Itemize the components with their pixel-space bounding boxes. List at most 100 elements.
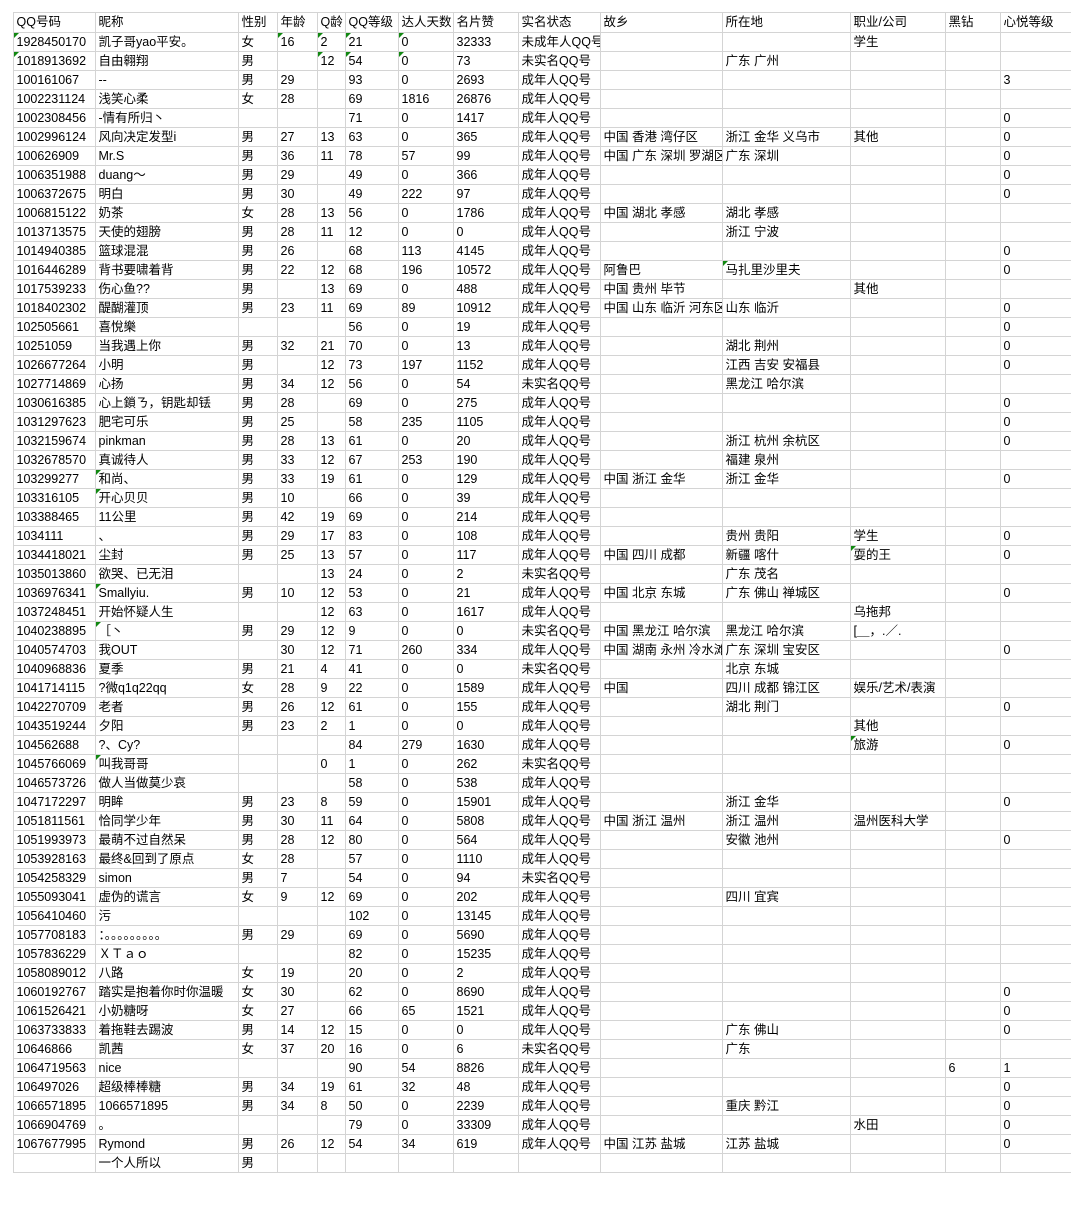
- cell-expert_days[interactable]: 279: [397, 735, 454, 755]
- cell-hometown[interactable]: 中国 贵州 毕节: [599, 279, 723, 299]
- cell-hometown[interactable]: [599, 32, 723, 52]
- cell-qq_level[interactable]: 83: [344, 526, 399, 546]
- cell-gender[interactable]: [237, 108, 278, 128]
- cell-nick[interactable]: 醍醐灌顶: [94, 298, 239, 318]
- cell-expert_days[interactable]: 0: [397, 108, 454, 128]
- table-row[interactable]: 1045766069 叫我哥哥 0 1 0 262 未实名QQ号: [0, 754, 1071, 774]
- cell-qq[interactable]: 1043519244: [12, 716, 96, 736]
- table-row[interactable]: 1053928163 最终&回到了原点女 28 57 0 1110 成年人QQ号: [0, 849, 1071, 869]
- cell-realname[interactable]: 成年人QQ号: [517, 298, 601, 318]
- cell-age[interactable]: 23: [276, 298, 318, 318]
- cell-nick[interactable]: 夕阳: [94, 716, 239, 736]
- cell-job[interactable]: [849, 1039, 946, 1059]
- cell-expert_days[interactable]: 0: [397, 849, 454, 869]
- cell-job[interactable]: [849, 754, 946, 774]
- cell-expert_days[interactable]: 0: [397, 469, 454, 489]
- cell-job[interactable]: [849, 1134, 946, 1154]
- cell-nick[interactable]: 做人当做莫少哀: [94, 773, 239, 793]
- cell-expert_days[interactable]: 0: [397, 906, 454, 926]
- cell-age[interactable]: 29: [276, 526, 318, 546]
- cell-location[interactable]: [721, 32, 851, 52]
- cell-qq_age[interactable]: 12: [316, 1134, 346, 1154]
- cell-black_diamond[interactable]: [944, 431, 1001, 451]
- cell-expert_days[interactable]: 0: [397, 127, 454, 147]
- cell-xinyue[interactable]: 0: [999, 526, 1071, 546]
- cell-location[interactable]: 贵州 贵阳: [721, 526, 851, 546]
- cell-job[interactable]: 乌拖邦: [849, 602, 946, 622]
- cell-card_likes[interactable]: 8826: [452, 1058, 519, 1078]
- cell-qq_level[interactable]: 57: [344, 849, 399, 869]
- cell-xinyue[interactable]: 0: [999, 412, 1071, 432]
- cell-xinyue[interactable]: 0: [999, 1134, 1071, 1154]
- cell-card_likes[interactable]: 6: [452, 1039, 519, 1059]
- cell-qq_level[interactable]: 71: [344, 108, 399, 128]
- cell-job[interactable]: [849, 374, 946, 394]
- cell-qq[interactable]: 1063733833: [12, 1020, 96, 1040]
- column-header-nick[interactable]: 昵称: [94, 12, 239, 33]
- cell-age[interactable]: 30: [276, 811, 318, 831]
- cell-card_likes[interactable]: 190: [452, 450, 519, 470]
- cell-realname[interactable]: 成年人QQ号: [517, 222, 601, 242]
- cell-hometown[interactable]: 中国 黑龙江 哈尔滨: [599, 621, 723, 641]
- cell-nick[interactable]: 1066571895: [94, 1096, 239, 1116]
- table-row[interactable]: 106497026 超级棒棒糖男 34 19 61 32 48 成年人QQ号 0: [0, 1077, 1071, 1097]
- cell-realname[interactable]: 成年人QQ号: [517, 906, 601, 926]
- cell-realname[interactable]: 成年人QQ号: [517, 640, 601, 660]
- cell-job[interactable]: [849, 906, 946, 926]
- cell-nick[interactable]: ?、Cy?: [94, 735, 239, 755]
- cell-black_diamond[interactable]: [944, 887, 1001, 907]
- cell-expert_days[interactable]: 196: [397, 260, 454, 280]
- cell-qq_level[interactable]: 21: [344, 32, 399, 52]
- cell-age[interactable]: [276, 1153, 318, 1173]
- cell-job[interactable]: [849, 982, 946, 1002]
- cell-qq[interactable]: 1051993973: [12, 830, 96, 850]
- cell-location[interactable]: 黑龙江 哈尔滨: [721, 621, 851, 641]
- cell-card_likes[interactable]: 1417: [452, 108, 519, 128]
- cell-qq[interactable]: 1002308456: [12, 108, 96, 128]
- cell-age[interactable]: 30: [276, 184, 318, 204]
- cell-nick[interactable]: 凯茜: [94, 1039, 239, 1059]
- cell-qq_level[interactable]: 90: [344, 1058, 399, 1078]
- cell-job[interactable]: [849, 298, 946, 318]
- cell-age[interactable]: 23: [276, 792, 318, 812]
- cell-qq_age[interactable]: [316, 1058, 346, 1078]
- cell-gender[interactable]: 女: [237, 963, 278, 983]
- cell-location[interactable]: 广东 佛山: [721, 1020, 851, 1040]
- cell-xinyue[interactable]: [999, 602, 1071, 622]
- cell-expert_days[interactable]: 0: [397, 621, 454, 641]
- cell-age[interactable]: [276, 1058, 318, 1078]
- cell-qq_level[interactable]: 69: [344, 507, 399, 527]
- table-row[interactable]: 1027714869 心扬男 34 12 56 0 54 未实名QQ号 黑龙江 哈尔滨: [0, 374, 1071, 394]
- cell-qq_level[interactable]: 84: [344, 735, 399, 755]
- cell-age[interactable]: [276, 1115, 318, 1135]
- column-header-qq[interactable]: QQ号码: [12, 12, 96, 33]
- cell-job[interactable]: [849, 241, 946, 261]
- cell-expert_days[interactable]: 0: [397, 1039, 454, 1059]
- cell-qq_age[interactable]: 13: [316, 127, 346, 147]
- cell-gender[interactable]: [237, 602, 278, 622]
- cell-xinyue[interactable]: [999, 51, 1071, 71]
- cell-nick[interactable]: ［丶: [94, 621, 239, 641]
- cell-nick[interactable]: ?微q1q22qq: [94, 678, 239, 698]
- cell-gender[interactable]: 男: [237, 621, 278, 641]
- cell-qq[interactable]: 1040968836: [12, 659, 96, 679]
- cell-expert_days[interactable]: 0: [397, 393, 454, 413]
- cell-gender[interactable]: 男: [237, 146, 278, 166]
- cell-location[interactable]: [721, 1058, 851, 1078]
- cell-card_likes[interactable]: 1786: [452, 203, 519, 223]
- cell-realname[interactable]: 成年人QQ号: [517, 488, 601, 508]
- cell-age[interactable]: 25: [276, 545, 318, 565]
- cell-black_diamond[interactable]: [944, 203, 1001, 223]
- cell-qq[interactable]: 1017539233: [12, 279, 96, 299]
- cell-expert_days[interactable]: 0: [397, 773, 454, 793]
- cell-realname[interactable]: 成年人QQ号: [517, 279, 601, 299]
- cell-job[interactable]: [849, 355, 946, 375]
- cell-gender[interactable]: 男: [237, 336, 278, 356]
- cell-hometown[interactable]: 阿鲁巴: [599, 260, 723, 280]
- cell-hometown[interactable]: [599, 906, 723, 926]
- cell-card_likes[interactable]: 366: [452, 165, 519, 185]
- cell-card_likes[interactable]: 1110: [452, 849, 519, 869]
- table-row[interactable]: 1018402302 醍醐灌顶男 23 11 69 89 10912 成年人QQ号 中国 山东 …: [0, 298, 1071, 318]
- cell-qq_level[interactable]: 61: [344, 1077, 399, 1097]
